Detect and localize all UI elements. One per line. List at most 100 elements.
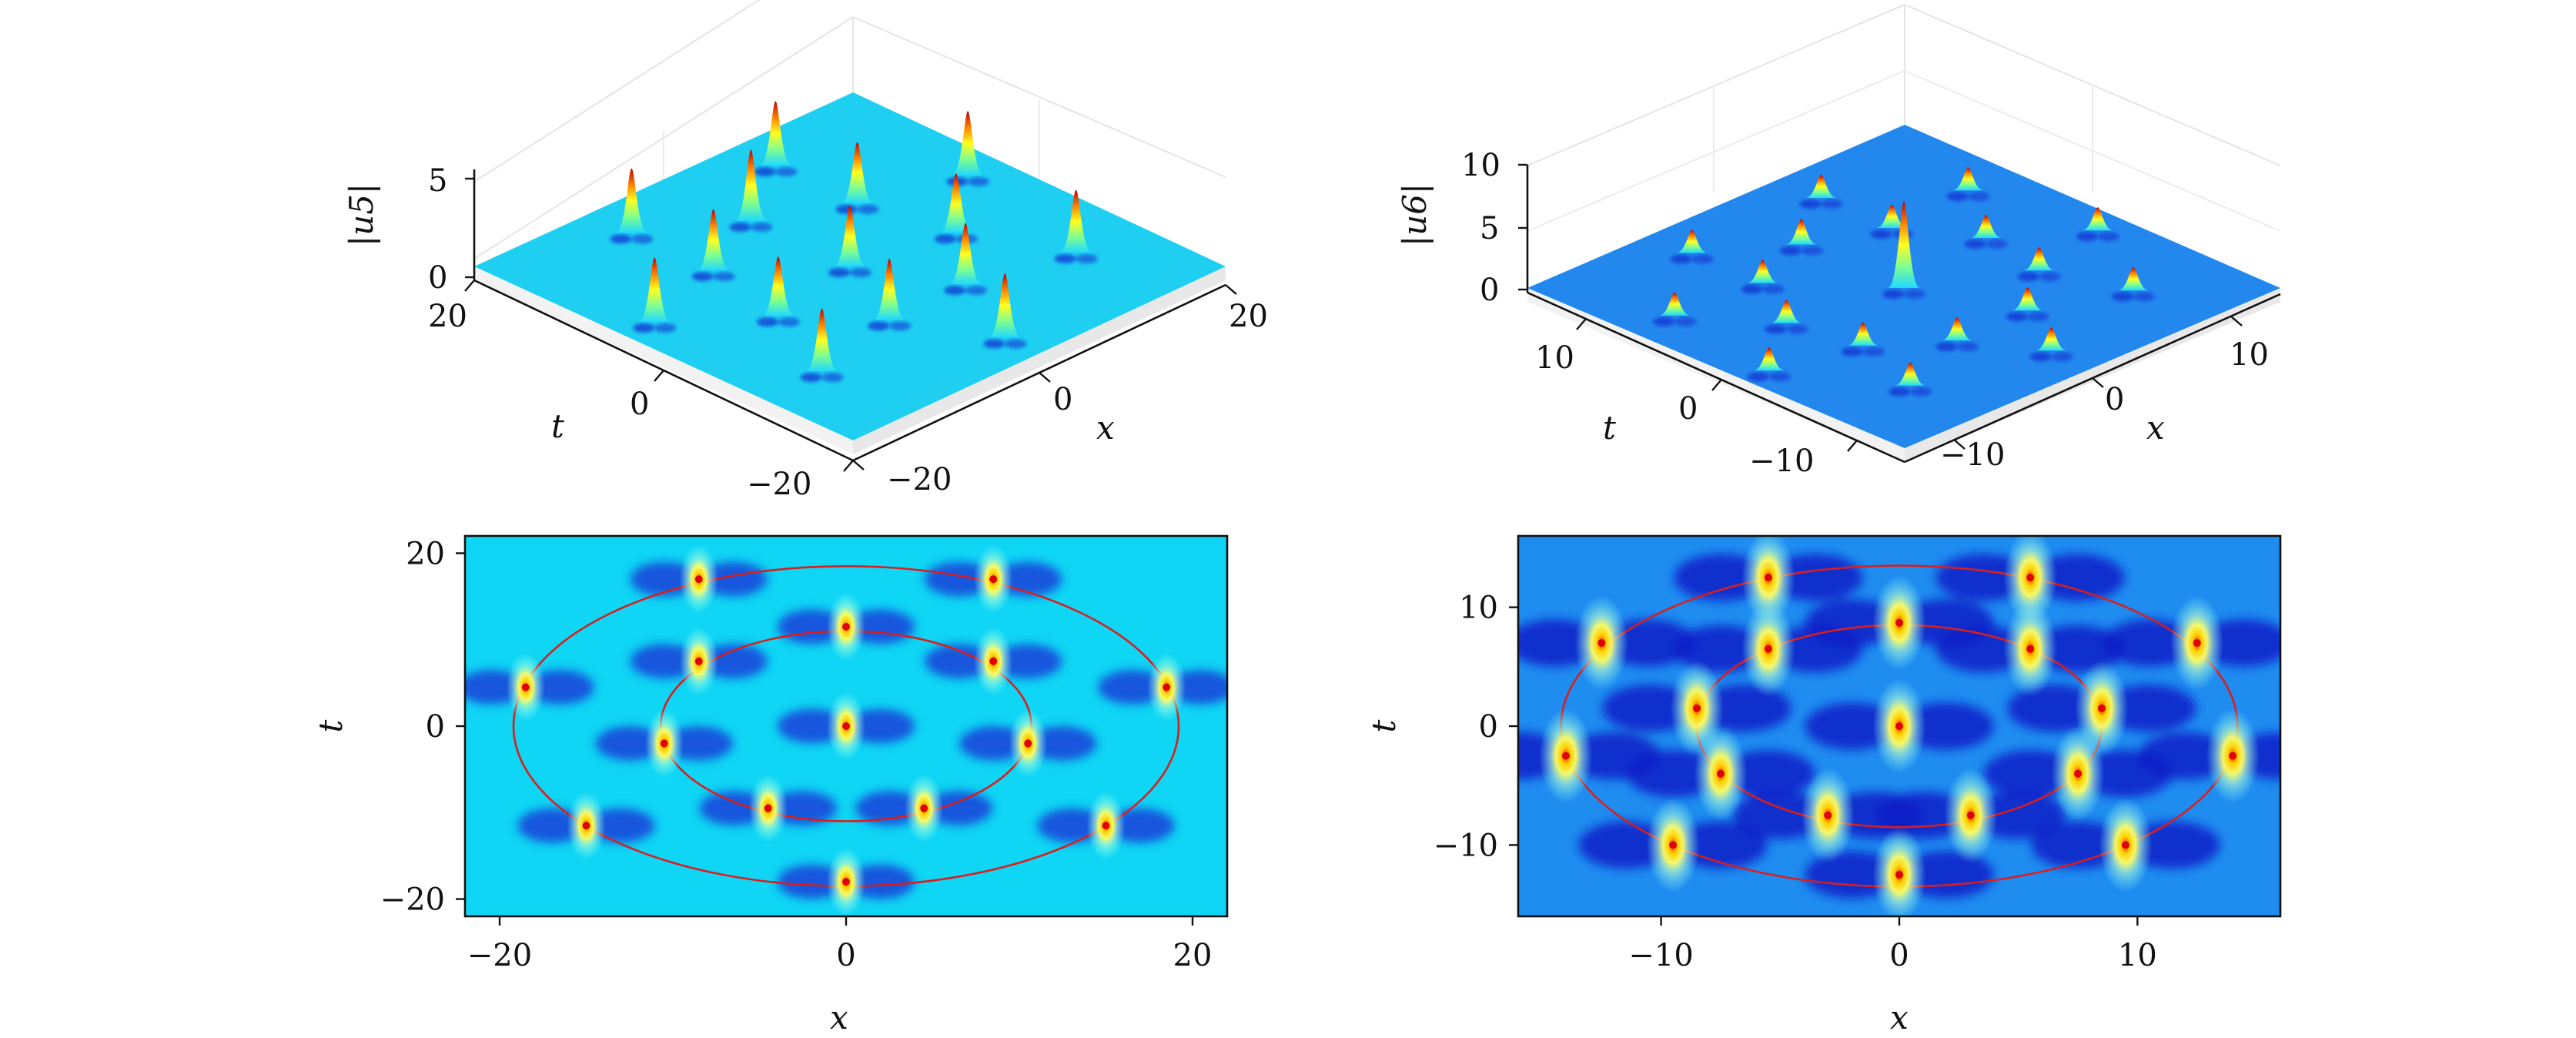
p1-zlabel: |u5| xyxy=(343,183,380,246)
p2-xtick-0: 0 xyxy=(2105,382,2124,417)
p1-ytick-0: 0 xyxy=(630,387,649,422)
surface-dip xyxy=(1762,284,1785,294)
surface-peak xyxy=(697,209,730,271)
surface-dip xyxy=(1801,246,1823,256)
x-tick-label: 0 xyxy=(1889,938,1909,973)
surface-dip xyxy=(775,167,798,177)
surface-peak xyxy=(841,142,874,203)
surface-dip xyxy=(2029,352,2052,362)
surface-dip xyxy=(2027,312,2049,322)
peak-core xyxy=(920,804,928,812)
y-tick-label: 10 xyxy=(1459,591,1498,626)
peak-core xyxy=(842,622,850,631)
surface-dip xyxy=(1862,347,1885,357)
surface-peak xyxy=(1770,300,1803,323)
surface-dip xyxy=(1957,342,1979,352)
panel-u5-surface: 5 0 20 0 −20 −20 0 20 |u5| t x xyxy=(343,0,1268,502)
surface-dip xyxy=(1986,239,2008,249)
surface-dip xyxy=(2039,272,2061,282)
surface-peak xyxy=(940,173,972,233)
surface-dip xyxy=(835,204,858,214)
surface-dip xyxy=(889,321,912,331)
p1-xtick-0: 0 xyxy=(1053,382,1072,417)
peak-core xyxy=(1824,811,1832,819)
p1-surface-side-left xyxy=(474,266,853,454)
x-tick-label: −10 xyxy=(1628,938,1693,973)
surface-dip xyxy=(754,167,776,177)
surface-dip xyxy=(1653,316,1675,326)
surface-peak xyxy=(2011,287,2044,311)
panel-u6-surface: 10 5 0 10 0 −10 −10 0 10 |u6| t x xyxy=(1396,4,2281,479)
surface-dip xyxy=(2133,292,2155,302)
y-tick-label: 0 xyxy=(1479,709,1498,745)
surface-dip xyxy=(2006,312,2028,322)
surface-dip xyxy=(821,373,844,383)
p4-ylabel: t xyxy=(1365,719,1403,732)
surface-dip xyxy=(1741,284,1763,294)
p2-xlabel: x xyxy=(2146,409,2165,447)
peak-core xyxy=(1561,752,1570,760)
surface-dip xyxy=(1054,254,1076,264)
p2-ztick-10: 10 xyxy=(1461,148,1500,183)
x-tick-label: −20 xyxy=(467,938,532,973)
p3-xlabel: x xyxy=(830,999,848,1036)
surface-dip xyxy=(1889,387,1911,397)
surface-dip xyxy=(968,176,990,186)
peak-core xyxy=(1163,683,1171,691)
x-tick-label: 0 xyxy=(836,938,855,973)
peak-core xyxy=(2026,574,2035,582)
surface-peak xyxy=(805,308,838,372)
surface-peak xyxy=(1847,322,1879,346)
surface-dip xyxy=(610,234,632,244)
p1-ylabel: t xyxy=(551,407,564,445)
surface-dip xyxy=(1779,246,1802,256)
surface-peak xyxy=(1888,201,1920,288)
p2-ytick-0: 0 xyxy=(1678,391,1698,427)
surface-dip xyxy=(965,286,988,296)
p2-surface-side-left xyxy=(1527,288,1905,462)
p1-xtick-20: 20 xyxy=(1229,299,1268,334)
surface-dip xyxy=(1799,199,1822,209)
surface-peak xyxy=(952,111,984,176)
surface-peak xyxy=(638,257,671,322)
surface-dip xyxy=(1765,324,1787,334)
surface-peak xyxy=(1658,292,1691,316)
surface-peak xyxy=(1875,205,1909,228)
surface-peak xyxy=(2117,267,2149,291)
surface-peak xyxy=(615,168,648,233)
surface-peak xyxy=(1746,260,1779,283)
peak-core xyxy=(1966,811,1975,819)
p4-xlabel: x xyxy=(1890,999,1909,1036)
p1-surface-side-right xyxy=(853,266,1226,454)
surface-dip xyxy=(729,222,751,232)
surface-peak xyxy=(1941,317,1973,341)
x-tick-label: 20 xyxy=(1173,938,1213,973)
surface-dip xyxy=(1768,372,1791,382)
p1-gridlines xyxy=(473,0,1226,260)
peak-core xyxy=(2074,769,2083,778)
surface-dip xyxy=(1076,254,1098,264)
peak-core xyxy=(1669,841,1678,849)
surface-peak xyxy=(2081,207,2114,231)
surface-dip xyxy=(2097,232,2119,242)
surface-dip xyxy=(1005,339,1027,349)
peak-core xyxy=(1764,574,1772,582)
p2-gridlines xyxy=(1527,4,2281,232)
surface-dip xyxy=(1968,192,1990,202)
surface-dip xyxy=(751,222,773,232)
surface-peak xyxy=(1969,215,2002,238)
surface-peak xyxy=(1805,175,1838,198)
surface-peak xyxy=(762,256,795,316)
peak-core xyxy=(582,822,590,830)
surface-peak xyxy=(734,149,768,221)
peak-core xyxy=(694,575,703,584)
peak-core xyxy=(1693,704,1701,712)
surface-peak xyxy=(2035,327,2068,351)
surface-dip xyxy=(857,204,879,214)
y-tick-label: 0 xyxy=(426,709,445,745)
surface-dip xyxy=(983,339,1005,349)
surface-dip xyxy=(1670,254,1692,264)
peak-core xyxy=(842,878,850,886)
p2-ticks xyxy=(1518,163,2243,452)
surface-dip xyxy=(1964,239,1986,249)
